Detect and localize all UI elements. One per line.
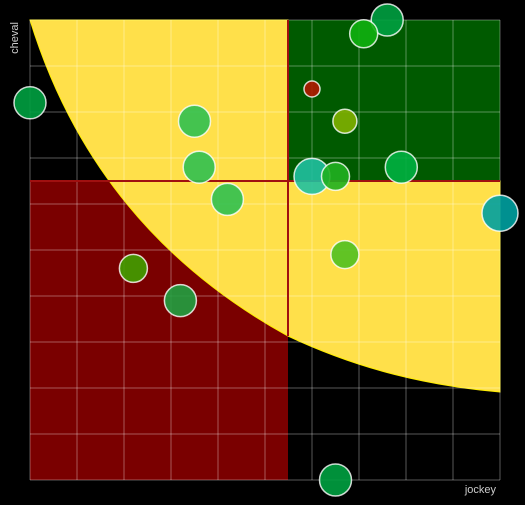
bubble	[330, 239, 360, 270]
bubble	[370, 3, 404, 37]
bubble	[13, 86, 47, 120]
bubble	[163, 283, 198, 318]
bubble	[318, 463, 353, 497]
y-axis-label: cheval	[9, 22, 21, 54]
bubble	[384, 150, 419, 184]
bubble	[210, 182, 245, 217]
bubble	[182, 150, 216, 184]
bubble	[332, 108, 358, 134]
bubble	[303, 80, 321, 98]
bubbles	[13, 3, 519, 497]
bubble	[118, 253, 149, 284]
bubble	[348, 19, 379, 49]
bubble	[177, 104, 212, 138]
bubble	[481, 194, 519, 232]
bubble	[320, 161, 351, 192]
x-axis-label: jockey	[464, 484, 497, 496]
